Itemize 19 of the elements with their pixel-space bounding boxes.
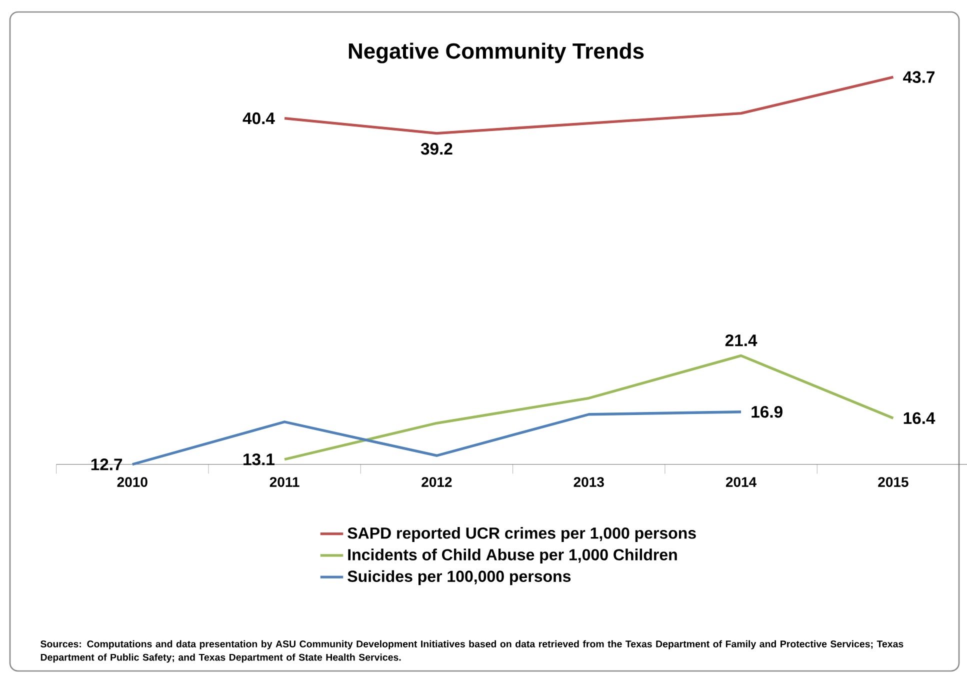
legend-label: Incidents of Child Abuse per 1,000 Children <box>348 548 677 564</box>
x-tick-label: 2012 <box>422 477 452 487</box>
data-label: 12.7 <box>91 458 122 470</box>
x-tick-label: 2013 <box>574 477 604 488</box>
data-label: 21.4 <box>725 334 758 346</box>
x-tick-label: 2015 <box>878 477 908 487</box>
x-tick-label: 2014 <box>726 477 757 487</box>
x-tick-label: 2010 <box>117 477 148 487</box>
data-label: 13.1 <box>244 453 274 466</box>
data-label: 43.7 <box>903 71 935 83</box>
x-tick-label: 2011 <box>270 477 300 487</box>
source-note: Sources: Computations and data presentation by ASU Community Development Initiatives based on data retrieved from the Texas Department of Family and Protective Services; Texas Department of Public Safety; and Texas Department of State Health Services. <box>40 640 904 663</box>
chart-title: Negative Community Trends <box>348 42 644 64</box>
legend-label: SAPD reported UCR crimes per 1,000 persons <box>348 527 696 542</box>
data-label: 16.4 <box>904 412 936 424</box>
legend-label: Suicides per 100,000 persons <box>348 570 571 586</box>
data-label: 16.9 <box>752 406 782 418</box>
data-label: 40.4 <box>242 112 275 124</box>
data-label: 39.2 <box>420 142 452 155</box>
